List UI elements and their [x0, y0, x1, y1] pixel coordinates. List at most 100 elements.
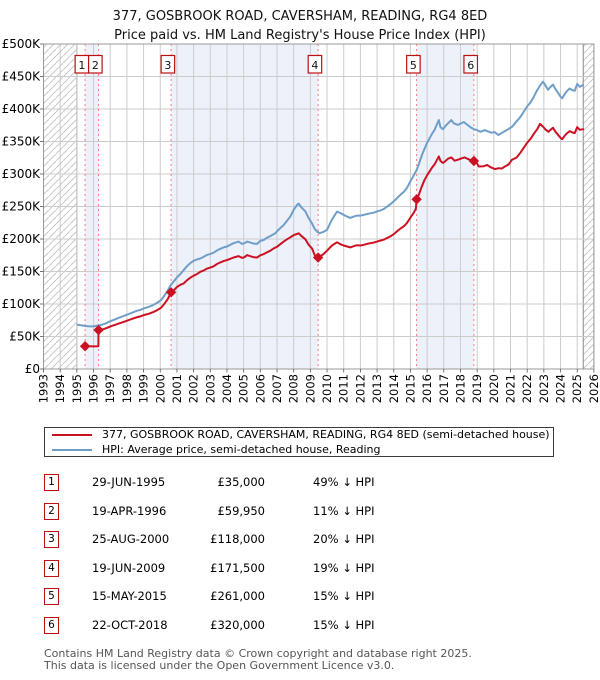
sale-date: 19-APR-1996	[92, 503, 167, 518]
sale-table-row: 1 29-JUN-1995 £35,000 49% ↓ HPI	[44, 474, 564, 492]
x-tick-label: 2005	[237, 374, 251, 403]
sale-flag-box	[463, 54, 479, 74]
x-tick-label: 1999	[137, 374, 151, 403]
property-line-swatch	[52, 433, 92, 436]
x-tick-label: 1995	[70, 374, 84, 403]
legend-entry-hpi: HPI: Average price, semi-detached house,…	[52, 443, 553, 456]
sale-table-row: 5 15-MAY-2015 £261,000 15% ↓ HPI	[44, 588, 564, 606]
sale-number-badge: 6	[44, 617, 59, 634]
sale-price: £171,500	[210, 560, 265, 575]
sale-table-row: 2 19-APR-1996 £59,950 11% ↓ HPI	[44, 502, 564, 521]
y-tick-label: £250K	[2, 200, 42, 214]
x-tick-label: 2024	[554, 374, 568, 403]
sale-number-badge: 5	[44, 588, 59, 606]
sale-hpi-difference: 49% ↓ HPI	[313, 475, 375, 489]
sale-price: £261,000	[210, 589, 265, 604]
chart-legend: 377, GOSBROOK ROAD, CAVERSHAM, READING, …	[44, 427, 554, 457]
sale-flag-number: 6	[467, 59, 474, 72]
legend-entry-property: 377, GOSBROOK ROAD, CAVERSHAM, READING, …	[52, 428, 553, 441]
x-tick-label: 2008	[287, 374, 301, 403]
sale-hpi-difference: 15% ↓ HPI	[313, 589, 375, 604]
sale-marker-diamond	[468, 155, 480, 167]
x-tick-label: 2010	[320, 374, 334, 403]
sale-date: 25-AUG-2000	[92, 532, 170, 547]
x-tick-label: 2002	[187, 374, 201, 403]
y-tick-label: £450K	[2, 70, 42, 84]
sale-marker-diamond	[79, 341, 91, 352]
sale-flag-number: 1	[78, 59, 85, 72]
sale-marker-diamond	[165, 287, 177, 298]
sale-hpi-difference: 11% ↓ HPI	[313, 503, 375, 518]
chart-title-line2: Price paid vs. HM Land Registry's House …	[114, 28, 486, 43]
y-tick-label: £50K	[9, 330, 41, 344]
sale-number-badge: 1	[44, 474, 59, 491]
sale-price: £35,000	[217, 475, 265, 489]
x-tick-label: 2015	[403, 374, 417, 403]
sale-date: 15-MAY-2015	[92, 589, 167, 604]
sale-price: £59,950	[217, 503, 265, 518]
x-tick-label: 2006	[253, 374, 267, 403]
sale-flag-box	[160, 54, 176, 74]
y-tick-label: £400K	[2, 102, 42, 116]
legend-label-property: 377, GOSBROOK ROAD, CAVERSHAM, READING, …	[102, 428, 550, 441]
y-tick-label: £150K	[2, 265, 42, 279]
x-tick-label: 2003	[203, 374, 217, 403]
sale-flag-number: 4	[311, 59, 318, 72]
x-tick-label: 2012	[353, 374, 367, 403]
sale-marker-diamond	[93, 324, 104, 336]
x-tick-label: 2014	[387, 374, 401, 403]
chart-axes-layer: £0 £50K £100K £150K £200K £250K £300K £350K £400…	[2, 37, 600, 403]
sale-table-row: 3 25-AUG-2000 £118,000 20% ↓ HPI	[44, 531, 564, 549]
y-tick-label: £500K	[2, 37, 42, 51]
x-tick-label: 2004	[220, 374, 234, 403]
legend-label-hpi: HPI: Average price, semi-detached house,…	[102, 443, 381, 456]
sale-flag-box	[406, 54, 421, 74]
sale-price: £118,000	[210, 532, 265, 547]
sale-table-row: 4 19-JUN-2009 £171,500 19% ↓ HPI	[44, 559, 564, 578]
x-tick-label: 2007	[270, 374, 284, 403]
x-tick-label: 2023	[537, 374, 551, 403]
sale-price: £320,000	[210, 618, 265, 632]
y-tick-label: £0	[25, 362, 40, 376]
x-tick-label: 2000	[153, 374, 167, 403]
sale-hpi-difference: 19% ↓ HPI	[313, 560, 375, 575]
x-tick-label: 2017	[437, 374, 451, 403]
x-tick-label: 2026	[587, 374, 600, 403]
y-tick-label: £200K	[2, 232, 42, 246]
sale-marker-diamond	[312, 252, 324, 263]
chart-sale-lines-layer	[84, 44, 475, 369]
x-tick-label: 1998	[120, 374, 134, 403]
x-tick-label: 2020	[487, 374, 501, 403]
sale-date: 19-JUN-2009	[92, 560, 166, 575]
x-tick-label: 2001	[170, 374, 184, 403]
sale-flag-box	[87, 54, 103, 74]
y-tick-label: £100K	[2, 297, 42, 311]
price-history-chart: 377, GOSBROOK ROAD, CAVERSHAM, READING, …	[2, 9, 600, 403]
sale-flag-box	[307, 54, 323, 74]
sale-date: 29-JUN-1995	[92, 475, 166, 489]
sale-number-badge: 3	[44, 531, 59, 549]
sale-flag-number: 2	[92, 59, 99, 72]
x-tick-label: 2025	[570, 374, 584, 403]
x-tick-label: 2021	[504, 374, 518, 403]
sale-number-badge: 2	[44, 502, 59, 520]
sale-flag-number: 3	[164, 59, 171, 72]
sale-hpi-difference: 15% ↓ HPI	[313, 618, 375, 632]
x-tick-label: 1993	[37, 374, 51, 403]
y-tick-label: £300K	[2, 167, 42, 181]
property-price-line	[84, 122, 585, 348]
sale-marker-diamond	[411, 194, 422, 205]
x-tick-label: 2016	[420, 374, 434, 403]
hpi-line-swatch	[52, 448, 92, 451]
x-tick-label: 2013	[370, 374, 384, 403]
x-tick-label: 1994	[53, 374, 67, 403]
chart-title-line1: 377, GOSBROOK ROAD, CAVERSHAM, READING, …	[113, 9, 488, 24]
x-tick-label: 2018	[453, 374, 467, 403]
hpi-line	[76, 80, 585, 328]
footer-licence: This data is licensed under the Open Gov…	[44, 659, 395, 672]
x-tick-label: 2019	[470, 374, 484, 403]
x-tick-label: 2009	[303, 374, 317, 403]
x-tick-label: 2011	[337, 374, 351, 403]
